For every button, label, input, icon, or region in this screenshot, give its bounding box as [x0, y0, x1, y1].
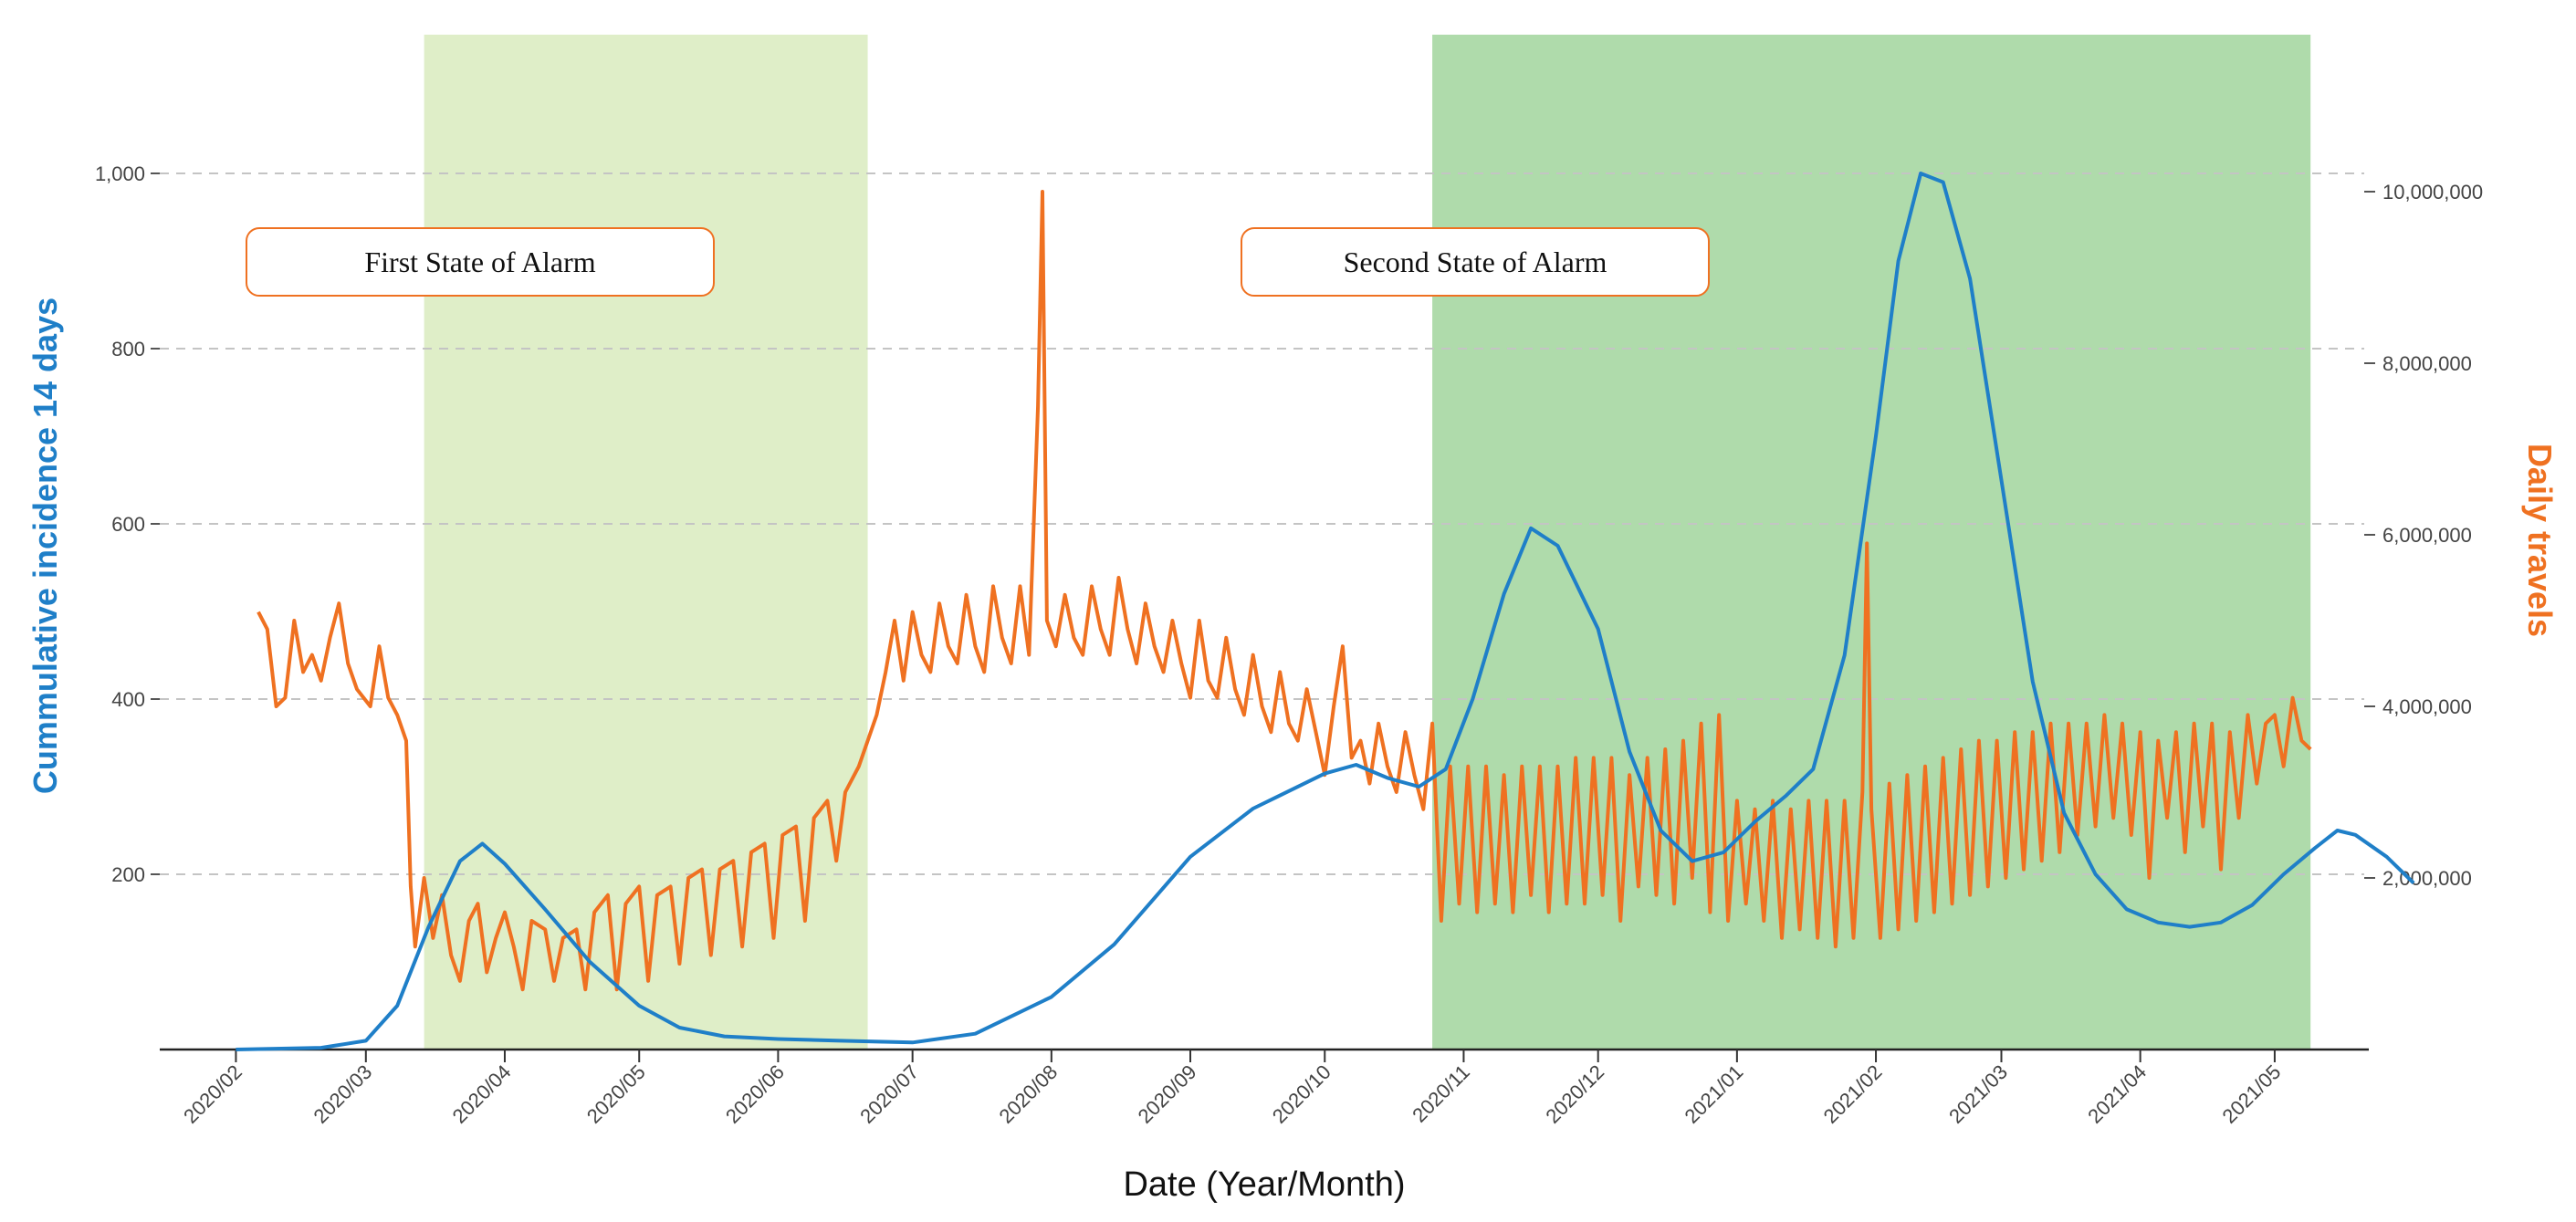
x-axis-title: Date (Year/Month)	[1123, 1165, 1405, 1204]
y-left-tick-label: 800	[111, 338, 145, 360]
y-left-tick-label: 600	[111, 513, 145, 536]
x-tick-label: 2021/02	[1819, 1060, 1887, 1128]
alarm-label-box-2	[1241, 227, 1710, 297]
y-axis-left-title: Cummulative incidence 14 days	[26, 298, 64, 794]
x-tick-label: 2020/05	[582, 1060, 650, 1128]
x-tick-label: 2020/08	[994, 1060, 1062, 1128]
x-tick-label: 2020/12	[1541, 1060, 1608, 1128]
state-of-alarm-bands	[424, 35, 2311, 1050]
alarm-period-band-1	[424, 35, 868, 1050]
annotations: First State of Alarm Second State of Alar…	[246, 227, 1710, 297]
x-tick-label: 2021/04	[2083, 1060, 2151, 1128]
x-tick-label: 2020/04	[448, 1060, 516, 1128]
daily-travels-line	[257, 190, 2312, 992]
y-right-tick-label: 6,000,000	[2382, 524, 2472, 547]
y-right-tick-label: 4,000,000	[2382, 695, 2472, 718]
cumulative-incidence-line	[236, 172, 2415, 1051]
x-tick-label: 2021/03	[1944, 1060, 2012, 1128]
alarm-label-text-2: Second State of Alarm	[1344, 245, 1607, 278]
y-right-tick-label: 10,000,000	[2382, 181, 2483, 204]
x-tick-label: 2020/09	[1134, 1060, 1201, 1128]
y-right-tick-label: 8,000,000	[2382, 352, 2472, 375]
y-left-tick-label: 400	[111, 688, 145, 711]
x-tick-label: 2020/10	[1268, 1060, 1335, 1128]
x-tick-label: 2020/11	[1408, 1060, 1474, 1127]
x-tick-label: 2020/07	[855, 1060, 923, 1128]
y-axis-right-title: Daily travels	[2521, 444, 2559, 637]
y-left-tick-label: 1,000	[95, 162, 145, 185]
x-tick-label: 2020/06	[721, 1060, 789, 1128]
x-tick-label: 2021/01	[1680, 1060, 1747, 1128]
y-left-tick-label: 200	[111, 863, 145, 886]
series-layer	[236, 172, 2415, 1051]
alarm-label-box-1	[246, 227, 715, 297]
x-tick-label: 2020/02	[179, 1060, 246, 1128]
y-right-tick-label: 2,000,000	[2382, 867, 2472, 890]
alarm-period-band-2	[1432, 35, 2311, 1050]
x-tick-label: 2021/05	[2218, 1060, 2286, 1128]
alarm-label-text-1: First State of Alarm	[364, 245, 595, 278]
x-tick-label: 2020/03	[309, 1060, 376, 1128]
